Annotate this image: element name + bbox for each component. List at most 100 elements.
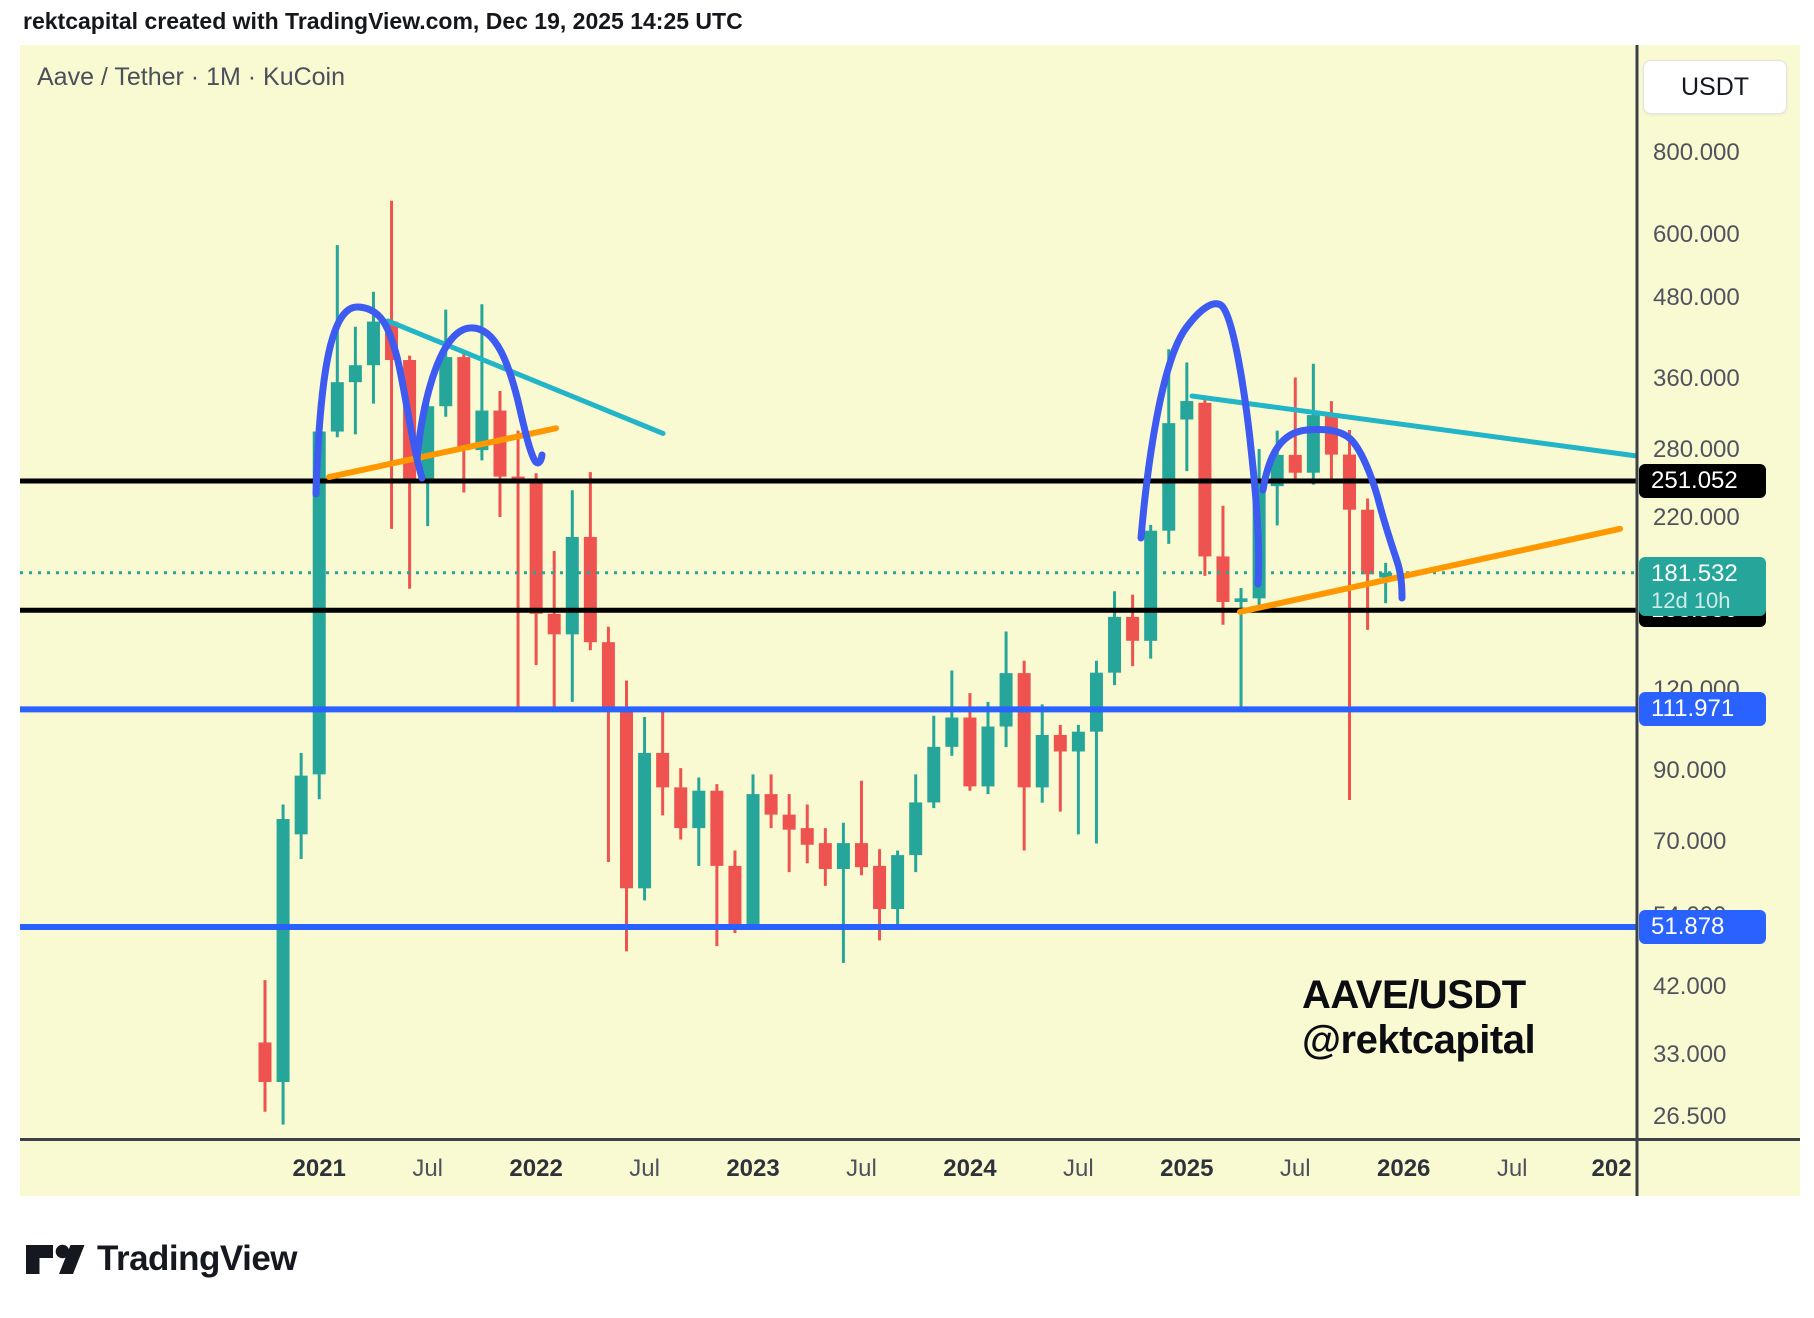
candle-2024-04 [1017, 660, 1031, 851]
time-label-2023: 2023 [726, 1155, 780, 1182]
candle-2021-02 [330, 245, 344, 438]
time-label-Jul: Jul [846, 1155, 877, 1182]
candle-2023-09 [891, 850, 905, 927]
candle-2023-06 [836, 822, 850, 963]
candle-2022-01 [529, 473, 543, 666]
candle-2025-03 [1216, 505, 1230, 625]
candle-2024-07 [1071, 724, 1085, 835]
candle-2023-12 [945, 670, 959, 756]
price-badge-51.878: 51.878 [1639, 910, 1766, 945]
time-label-2026: 2026 [1377, 1155, 1431, 1182]
candle-2025-04 [1234, 587, 1248, 707]
time-label-Jul: Jul [1496, 1155, 1528, 1182]
candle-2021-12 [511, 430, 525, 708]
time-label-Jul: Jul [1063, 1155, 1094, 1182]
currency-toggle-button[interactable]: USDT [1643, 60, 1787, 114]
price-tick-280.000: 280.000 [1653, 436, 1740, 464]
candle-2025-08 [1306, 363, 1320, 485]
time-label-Jul: Jul [1279, 1155, 1311, 1182]
candle-2025-01 [1180, 362, 1194, 472]
candle-2024-02 [981, 701, 995, 795]
watermark-handle: @rektcapital [1302, 1018, 1536, 1062]
bar-countdown: 12d 10h [1651, 587, 1731, 613]
price-tick-70.000: 70.000 [1653, 828, 1727, 856]
candle-2025-10 [1343, 430, 1356, 800]
time-label-202: 202 [1591, 1155, 1632, 1182]
attribution-text: rektcapital created with TradingView.com… [23, 8, 743, 34]
candle-2023-02 [764, 774, 778, 829]
candle-2022-07 [638, 717, 652, 901]
candle-2024-05 [1035, 704, 1049, 803]
watermark-symbol: AAVE/USDT [1302, 973, 1526, 1017]
candle-2023-01 [746, 774, 760, 930]
candle-2022-06 [620, 680, 633, 952]
tradingview-logo-text: TradingView [97, 1239, 298, 1278]
candle-2022-05 [601, 626, 615, 862]
tradingview-logo[interactable]: TradingView [23, 1236, 298, 1282]
candle-2022-08 [656, 709, 670, 816]
blue-arc-2021-second-top[interactable] [413, 324, 546, 467]
attribution-bar: rektcapital created with TradingView.com… [0, 0, 1814, 45]
candle-2023-05 [818, 828, 832, 886]
current-price-value: 181.532 [1651, 559, 1738, 587]
candle-2021-08 [439, 309, 453, 417]
blue-arc-2025-second-top[interactable] [1259, 426, 1406, 602]
price-tick-33.000: 33.000 [1653, 1041, 1727, 1069]
price-axis[interactable]: 800.000 600.000 480.000 360.000 280.000 220.0… [1636, 45, 1800, 1139]
candle-2024-08 [1089, 660, 1103, 844]
blue-arc-2025-first-top[interactable] [1137, 300, 1263, 588]
candle-2024-06 [1053, 724, 1067, 812]
orange-uptrend-2021[interactable] [326, 425, 559, 481]
candle-2022-03 [565, 490, 579, 702]
candle-2023-03 [782, 794, 796, 873]
time-label-2025: 2025 [1160, 1155, 1214, 1182]
candle-2023-10 [909, 774, 923, 873]
candle-2024-03 [999, 631, 1013, 748]
candle-2024-09 [1108, 591, 1122, 686]
candle-2020-12 [294, 752, 308, 859]
price-tick-90.000: 90.000 [1653, 757, 1727, 785]
price-tick-220.000: 220.000 [1653, 504, 1740, 532]
price-badge-251.052: 251.052 [1639, 463, 1766, 498]
candle-2022-11 [710, 784, 724, 947]
watermark: AAVE/USDT @rektcapital [1302, 973, 1536, 1063]
price-badge-111.971: 111.971 [1639, 692, 1766, 727]
candle-2024-10 [1126, 594, 1140, 667]
candle-2025-02 [1198, 398, 1212, 576]
candle-2021-09 [457, 352, 471, 493]
price-tick-42.000: 42.000 [1653, 972, 1727, 1000]
blue-arc-2021-first-top[interactable] [312, 303, 426, 498]
candle-2024-12 [1162, 349, 1176, 544]
candle-2022-02 [547, 551, 561, 707]
time-axis[interactable]: 2021 Jul 2022 Jul 2023 Jul 2024 Jul 2025 Jul 2026 J… [20, 1139, 1800, 1196]
candle-2020-11 [276, 804, 290, 1125]
price-tick-360.000: 360.000 [1653, 365, 1740, 393]
time-label-Jul: Jul [629, 1155, 660, 1182]
price-tick-800.000: 800.000 [1653, 139, 1740, 167]
candle-2024-11 [1144, 524, 1158, 659]
time-label-2024: 2024 [943, 1155, 997, 1182]
current-price-badge: 181.532 12d 10h [1639, 556, 1766, 616]
cyan-downtrend-2021[interactable] [385, 318, 666, 436]
time-label-Jul: Jul [412, 1155, 444, 1182]
candle-2023-11 [927, 715, 941, 809]
candle-2022-12 [728, 850, 742, 933]
candle-2022-09 [674, 768, 688, 840]
orange-uptrend-2025[interactable] [1237, 525, 1623, 615]
candle-2023-07 [854, 780, 868, 876]
price-tick-26.500: 26.500 [1653, 1103, 1727, 1131]
candle-2022-10 [692, 777, 706, 866]
candle-2022-04 [583, 472, 597, 651]
time-label-2022: 2022 [509, 1155, 563, 1182]
symbol-legend[interactable]: Aave / Tether · 1M · KuCoin [37, 63, 346, 91]
candle-2023-04 [800, 804, 814, 864]
price-tick-600.000: 600.000 [1653, 220, 1740, 248]
cyan-downtrend-2025[interactable] [1189, 393, 1636, 459]
price-tick-480.000: 480.000 [1653, 283, 1740, 311]
candle-2021-11 [493, 391, 507, 518]
time-label-2021: 2021 [292, 1155, 346, 1182]
candle-2021-03 [348, 326, 362, 435]
tradingview-logo-icon [26, 1244, 85, 1274]
candle-2020-10 [258, 980, 272, 1112]
